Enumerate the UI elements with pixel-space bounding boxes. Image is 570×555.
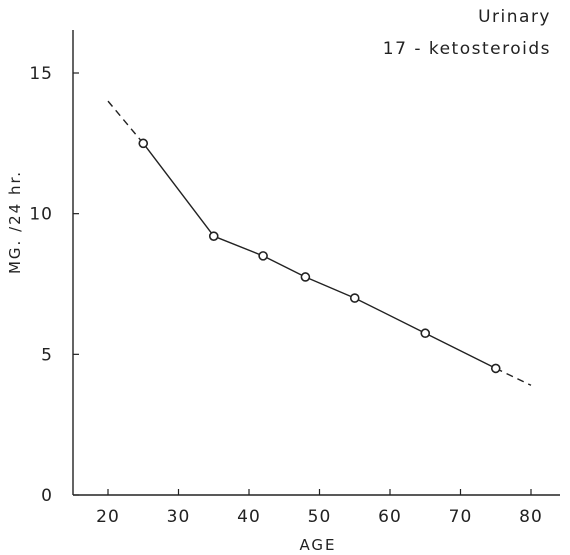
x-tick-label: 30	[167, 507, 191, 527]
data-point	[258, 251, 268, 261]
extrapolation-end-dashed	[495, 367, 532, 386]
x-tick-label: 80	[519, 507, 543, 527]
y-tick-label: 15	[29, 64, 53, 84]
axes	[72, 30, 560, 496]
data-point	[349, 293, 360, 303]
x-tick-label: 20	[96, 507, 120, 527]
y-axis-title: MG. /24 hr.	[6, 170, 24, 274]
y-tick-label: 5	[41, 345, 53, 365]
y-ticks: 0 5 10 15	[29, 64, 79, 506]
x-ticks: 20 30 40 50 60 70 80	[96, 489, 543, 527]
data-point	[300, 272, 311, 282]
annotation-line-1: Urinary	[478, 7, 551, 27]
x-tick-label: 40	[237, 507, 261, 527]
y-tick-label: 10	[29, 205, 53, 225]
series-line	[142, 142, 497, 370]
series	[107, 100, 532, 386]
data-point	[208, 231, 219, 241]
x-axis-title: AGE	[299, 536, 336, 554]
extrapolation-start-dashed	[107, 100, 144, 144]
data-point	[420, 328, 431, 339]
data-point	[138, 138, 149, 149]
x-tick-label: 70	[449, 507, 473, 527]
x-tick-label: 60	[378, 507, 402, 527]
x-tick-label: 50	[308, 507, 332, 527]
annotation-line-2: 17 - ketosteroids	[383, 39, 551, 59]
y-tick-label: 0	[41, 486, 53, 506]
data-point	[490, 363, 501, 374]
markers	[138, 138, 501, 374]
